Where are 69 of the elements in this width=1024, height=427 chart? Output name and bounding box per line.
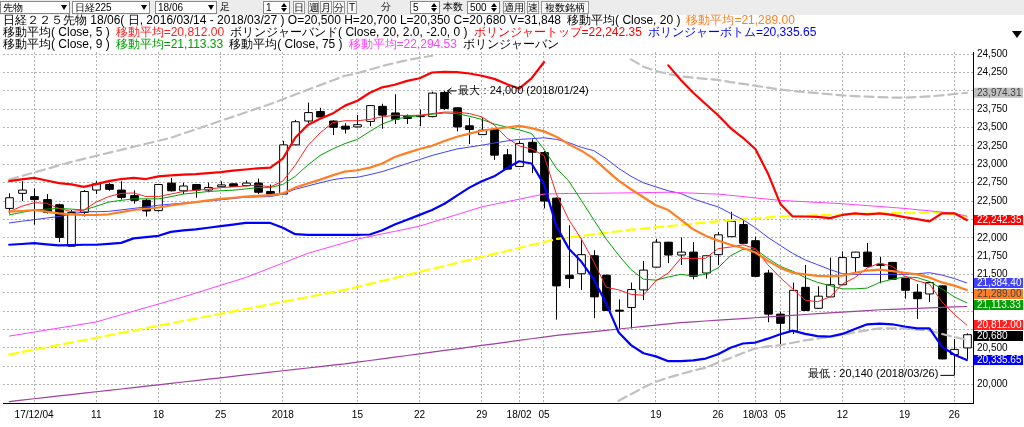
text: 日経225	[75, 2, 112, 13]
data-label: 21,289.00	[977, 288, 1022, 300]
text: 移動平均( Close, 75 )	[229, 37, 343, 51]
y-tick-label: 21,750	[977, 249, 1009, 261]
annotation: 最低 : 20,140 (2018/03/26)	[808, 367, 939, 380]
y-tick-label: 23,750	[977, 103, 1009, 115]
text: 5	[413, 2, 419, 13]
text: 20,680	[977, 330, 1008, 342]
text: 先物	[3, 2, 23, 13]
x-tick-label: 26	[712, 408, 725, 420]
y-tick-label: 20,000	[977, 378, 1009, 390]
y-tick-label: 23,500	[977, 121, 1009, 133]
y-tick-label: 22,500	[977, 194, 1009, 206]
y-tick-label: 23,250	[977, 139, 1009, 151]
text: ボリンジャーボトム=20,335.65	[647, 25, 817, 39]
data-label: 22,242.35	[977, 214, 1022, 226]
text: 足	[220, 1, 230, 12]
x-tick-label: 22	[414, 408, 426, 420]
data-label: 21,384.40	[977, 277, 1022, 289]
text: 移動平均( Close, 9 )	[3, 37, 110, 51]
data-label: 20,812.00	[977, 319, 1022, 331]
text: T	[348, 2, 356, 13]
text: 適用	[504, 2, 524, 13]
text: 本数	[443, 1, 463, 12]
text: 18/06	[158, 2, 184, 13]
x-tick-label: 18/02	[506, 408, 533, 420]
y-tick-label: 22,750	[977, 176, 1009, 188]
text: 移動平均=20,812.00	[115, 25, 225, 39]
text: 日	[294, 2, 304, 13]
text: 移動平均=21,113.33	[115, 37, 224, 51]
data-label: 20,335.65	[977, 354, 1022, 366]
y-tick-label: 23,000	[977, 158, 1009, 170]
x-tick-label: 11	[91, 408, 102, 420]
annotation: 最大 : 24,000 (2018/01/24)	[458, 83, 589, 96]
data-label: 23,974.31	[977, 87, 1022, 99]
text: ボリンジャーバン	[462, 37, 559, 51]
x-tick-label: 18	[152, 408, 165, 420]
y-tick-label: 24,250	[977, 66, 1009, 78]
x-tick-label: 19	[899, 408, 911, 420]
text: 移動平均=21,289.00	[686, 13, 795, 27]
text: 移動平均=22,294.53	[348, 37, 457, 51]
x-tick-label: 05	[538, 408, 550, 420]
y-tick-label: 22,000	[977, 231, 1009, 243]
text: 複数銘柄	[545, 2, 585, 13]
text: 分	[381, 1, 391, 12]
x-tick-label: 18/03	[742, 408, 769, 420]
y-tick-label: 24,500	[977, 47, 1009, 59]
x-tick-label: 29	[476, 408, 488, 420]
x-tick-label: 15	[351, 408, 364, 420]
text: 分	[334, 2, 344, 13]
text: 1	[266, 2, 272, 13]
x-tick-label: 2018	[271, 408, 295, 420]
text: 月	[321, 2, 331, 13]
x-tick-label: 19	[650, 408, 662, 420]
y-tick-label: 20,500	[977, 341, 1009, 353]
y-tick-label: 21,500	[977, 268, 1009, 280]
x-tick-label: 12	[836, 408, 849, 420]
x-tick-label: 05	[774, 408, 787, 420]
text: 週	[309, 2, 319, 13]
x-tick-label: 26	[948, 408, 961, 420]
text: 速	[528, 2, 538, 13]
text: 移動平均( Close, 5 )	[3, 25, 110, 39]
text: ボリンジャートップ=22,242.35	[473, 25, 642, 39]
x-tick-label: 17/12/04	[14, 408, 54, 420]
data-label: 21,113.33	[977, 299, 1022, 311]
chart-title: 日経２２５先物 18/06( 日, 2016/03/14 - 2018/03/27 ) O=20,500 H=20,700 L=20,350 C=20,680 V=31,848	[3, 13, 562, 27]
text: 500	[470, 2, 487, 13]
x-tick-label: 25	[215, 408, 227, 420]
text: 移動平均( Close, 20 )	[567, 13, 681, 27]
